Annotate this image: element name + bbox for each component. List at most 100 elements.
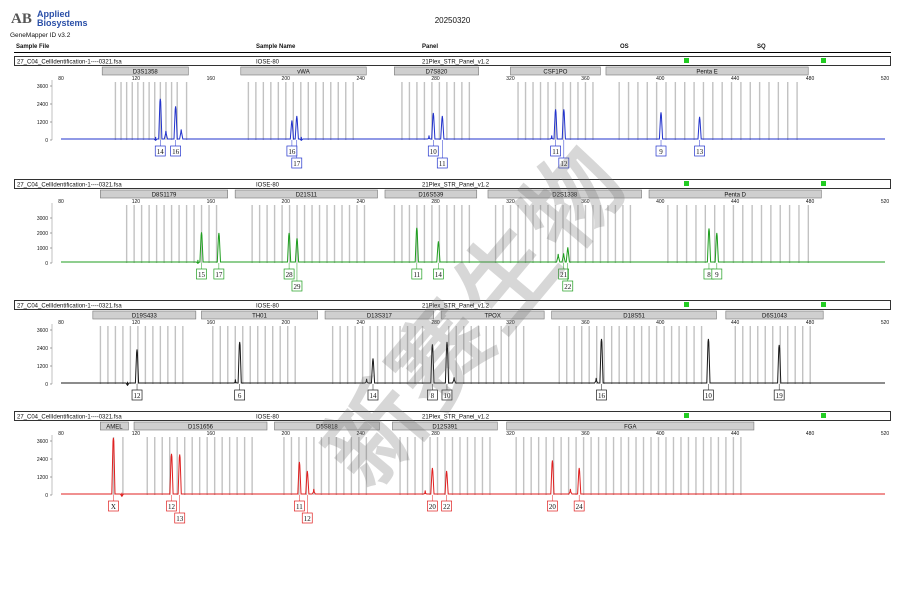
allele-bin <box>320 437 323 495</box>
allele-bin <box>530 437 532 495</box>
peak-point <box>218 232 220 234</box>
allele-bin <box>159 82 162 140</box>
allele-bin <box>99 326 102 384</box>
sample-file-value: 27_C04_CellIdentification-1----0321.fsa <box>17 60 122 66</box>
allele-bin <box>142 82 145 140</box>
allele-bin <box>343 437 345 495</box>
sq-status-indicator <box>821 302 826 307</box>
panel-value: 21Plex_STR_Panel_v1.2 <box>422 304 490 310</box>
allele-label: 14 <box>435 271 443 279</box>
allele-bin <box>749 82 751 140</box>
allele-label-box <box>131 389 143 401</box>
allele-bin <box>322 82 324 140</box>
product-name: GeneMapper ID v3.2 <box>10 32 71 39</box>
allele-bin <box>311 205 313 263</box>
x-tick-label: 360 <box>581 76 590 82</box>
peak-point <box>235 379 237 381</box>
peak-point <box>446 470 448 472</box>
allele-bin <box>592 82 594 140</box>
allele-label: 10 <box>705 392 713 400</box>
allele-bin <box>176 82 178 140</box>
allele-bin <box>255 82 257 140</box>
allele-bin <box>702 82 705 140</box>
allele-label-box <box>291 157 303 169</box>
allele-bin <box>657 437 660 495</box>
peak-point <box>438 240 440 242</box>
allele-bin <box>242 326 244 384</box>
allele-bin <box>178 205 180 263</box>
allele-bin <box>376 326 379 384</box>
peak-point <box>446 341 448 343</box>
peak-point <box>432 112 434 114</box>
logo-mark-text: AB <box>11 11 32 27</box>
locus-name: D16S539 <box>418 193 444 199</box>
report-header-row: Sample File Sample Name Panel OS SQ <box>14 44 891 56</box>
allele-bin <box>493 326 495 384</box>
allele-bin <box>768 82 770 140</box>
peak-point <box>416 227 418 229</box>
peak-point <box>113 437 115 439</box>
y-tick-label: 1200 <box>37 364 48 370</box>
allele-bin <box>112 437 115 495</box>
allele-bin <box>461 205 463 263</box>
allele-bin <box>663 326 665 384</box>
allele-bin <box>144 326 147 384</box>
peak-point <box>296 115 298 117</box>
allele-label: X <box>111 503 116 511</box>
allele-bin <box>391 326 394 384</box>
allele-bin <box>453 82 456 140</box>
allele-bin <box>599 205 602 263</box>
allele-bin <box>515 326 517 384</box>
allele-label: 8 <box>431 392 435 400</box>
allele-label: 16 <box>598 392 606 400</box>
allele-bin <box>384 326 386 384</box>
x-tick-label: 440 <box>731 76 740 82</box>
x-tick-label: 200 <box>282 320 291 326</box>
locus-name: AMEL <box>106 425 123 431</box>
allele-bin <box>566 326 568 384</box>
allele-label-box <box>427 145 439 157</box>
locus-box <box>201 310 318 320</box>
peak-point <box>306 470 308 472</box>
allele-bin <box>423 205 426 263</box>
allele-bin <box>802 326 804 384</box>
allele-bin <box>401 205 403 263</box>
allele-bin <box>665 82 667 140</box>
allele-bin <box>787 82 789 140</box>
allele-bin <box>787 326 789 384</box>
allele-bin <box>399 326 401 384</box>
allele-bin <box>365 437 368 495</box>
allele-label: 22 <box>564 283 572 291</box>
allele-bin <box>466 437 469 495</box>
x-tick-label: 280 <box>431 431 440 437</box>
locus-box <box>392 421 498 431</box>
x-tick-label: 360 <box>581 431 590 437</box>
allele-bin <box>627 437 630 495</box>
locus-box <box>648 189 822 199</box>
allele-bin <box>517 82 519 140</box>
allele-bin <box>155 205 158 263</box>
allele-bin <box>575 437 577 495</box>
peak-point <box>708 228 710 230</box>
x-tick-label: 280 <box>431 320 440 326</box>
os-status-indicator <box>684 181 689 186</box>
allele-bin <box>185 82 188 140</box>
locus-box <box>100 421 129 431</box>
x-tick-label: 120 <box>132 199 141 205</box>
allele-bin <box>438 205 441 263</box>
allele-bin <box>227 326 229 384</box>
locus-box <box>92 310 197 320</box>
x-tick-label: 240 <box>356 76 365 82</box>
allele-bin <box>809 326 811 384</box>
allele-bin <box>637 82 639 140</box>
allele-bin <box>618 326 620 384</box>
allele-label: 17 <box>215 271 223 279</box>
allele-bin <box>788 205 791 263</box>
allele-bin <box>502 205 504 263</box>
allele-bin <box>547 205 549 263</box>
sample-info-row <box>14 411 891 421</box>
allele-label: 9 <box>715 271 719 279</box>
y-tick-label: 0 <box>45 493 48 499</box>
x-tick-label: 240 <box>356 199 365 205</box>
allele-bin <box>167 326 169 384</box>
